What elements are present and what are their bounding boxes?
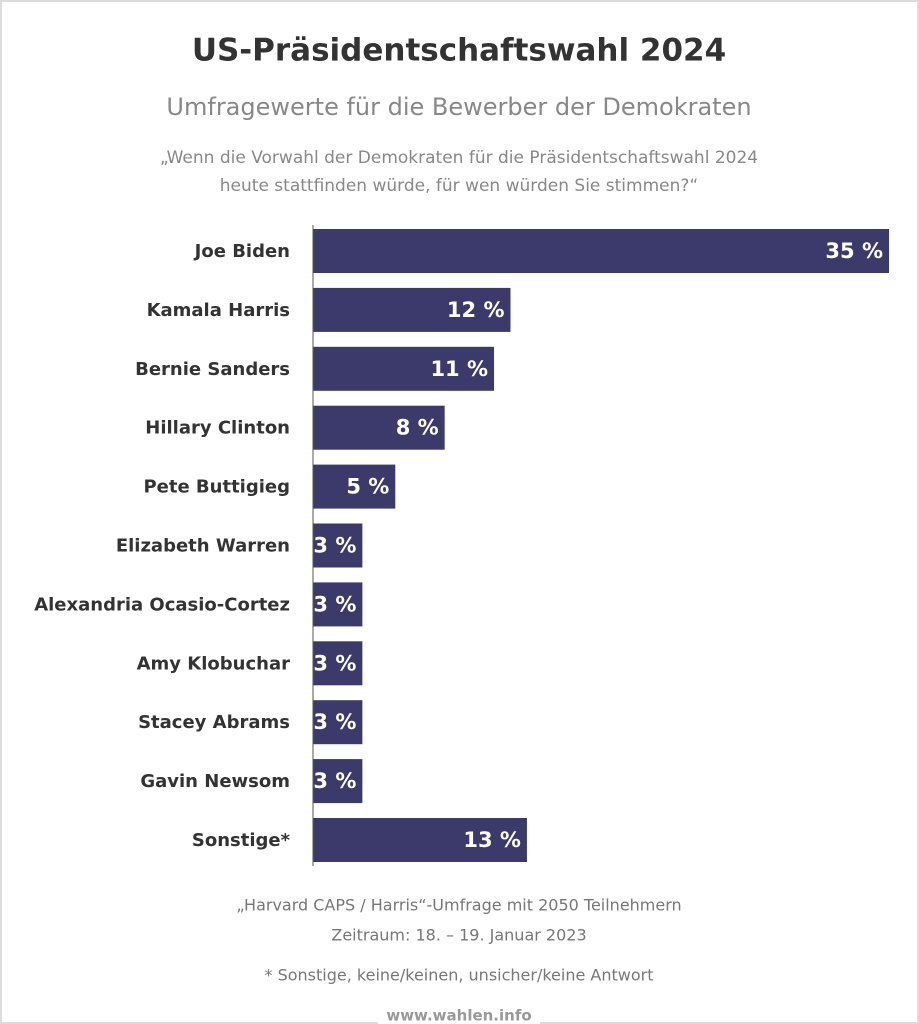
value-label: 3 % <box>313 534 356 558</box>
question: „Wenn die Vorwahl der Demokraten für die… <box>160 148 758 168</box>
chart-title: US-Präsidentschaftswahl 2024 <box>192 33 726 69</box>
bar <box>313 700 363 745</box>
category-label: Joe Biden <box>193 241 290 262</box>
category-label: Bernie Sanders <box>135 359 290 380</box>
bar <box>313 759 363 804</box>
value-label: 3 % <box>313 710 356 734</box>
category-label: Gavin Newsom <box>140 771 290 792</box>
category-label: Amy Klobuchar <box>137 653 291 674</box>
category-label: Elizabeth Warren <box>116 536 290 557</box>
bar <box>313 523 363 568</box>
value-label: 35 % <box>825 239 883 263</box>
footnote: * Sonstige, keine/keinen, unsicher/keine… <box>265 966 654 985</box>
website-bg <box>378 1004 540 1024</box>
website: www.wahlen.info <box>386 1007 531 1024</box>
value-label: 5 % <box>346 475 389 499</box>
bar <box>313 464 396 509</box>
period: Zeitraum: 18. – 19. Januar 2023 <box>331 926 586 945</box>
value-label: 3 % <box>313 592 356 616</box>
value-label: 3 % <box>313 651 356 675</box>
value-label: 11 % <box>430 357 488 381</box>
bar <box>313 229 889 273</box>
value-label: 3 % <box>313 769 356 793</box>
category-label: Hillary Clinton <box>145 418 290 439</box>
category-label: Sonstige* <box>192 830 291 851</box>
chart-subtitle: Umfragewerte für die Bewerber der Demokr… <box>166 93 751 121</box>
value-label: 8 % <box>396 416 439 440</box>
bar <box>313 405 445 450</box>
bar <box>313 641 363 686</box>
bar <box>313 346 495 391</box>
bar <box>313 818 527 862</box>
value-label: 13 % <box>463 828 521 852</box>
question: heute stattfinden würde, für wen würden … <box>220 176 698 196</box>
category-label: Stacey Abrams <box>138 712 290 733</box>
category-label: Alexandria Ocasio-Cortez <box>34 594 290 615</box>
category-label: Kamala Harris <box>147 300 290 321</box>
bar <box>313 287 511 332</box>
bar <box>313 582 363 627</box>
source: „Harvard CAPS / Harris“-Umfrage mit 2050… <box>236 896 681 915</box>
category-label: Pete Buttigieg <box>143 477 290 498</box>
value-label: 12 % <box>447 298 505 322</box>
